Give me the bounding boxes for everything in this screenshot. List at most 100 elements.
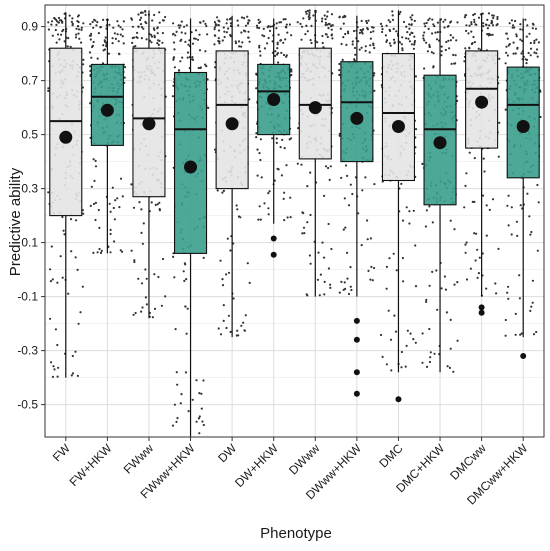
jitter-point [158,21,161,24]
x-tick-label: DMCww [447,441,489,483]
jitter-point [327,27,330,30]
jitter-point [392,252,395,255]
jitter-point [244,314,247,317]
y-tick-label: -0.5 [17,398,38,412]
x-tick-label: DWww [286,441,323,478]
jitter-point [117,40,120,43]
jitter-point [267,213,270,216]
jitter-point [309,39,312,42]
jitter-point [412,47,415,50]
jitter-point [109,232,112,236]
jitter-point [530,230,533,234]
jitter-point [392,38,396,41]
jitter-point [142,222,145,225]
jitter-point [222,189,225,192]
jitter-point [186,307,189,310]
jitter-point [229,22,232,25]
jitter-point [491,14,494,17]
jitter-point [162,19,165,22]
jitter-point [321,41,324,45]
jitter-point [445,311,448,314]
jitter-point [241,41,244,44]
jitter-point [531,27,534,30]
jitter-point [174,34,177,37]
jitter-point [261,34,264,37]
jitter-point [243,329,246,332]
jitter-point [353,58,356,61]
jitter-point [470,21,473,24]
jitter-point [454,54,457,57]
jitter-point [187,410,190,413]
jitter-point [156,42,159,45]
jitter-point [442,20,445,23]
jitter-point [286,216,289,219]
jitter-point [109,251,112,254]
jitter-point [247,19,250,22]
jitter-point [306,30,309,33]
jitter-point [489,33,492,37]
jitter-point [278,21,281,24]
jitter-point [57,366,60,369]
jitter-point [274,50,277,53]
jitter-point [450,62,453,65]
jitter-point [492,16,495,20]
jitter-point [379,333,383,337]
jitter-point [256,26,259,29]
jitter-point [132,45,135,48]
jitter-point [531,22,535,25]
jitter-point [246,262,249,265]
jitter-point [455,39,458,42]
jitter-point [80,28,83,31]
jitter-point [150,201,153,204]
jitter-point [435,269,438,272]
jitter-point [309,171,312,174]
jitter-point [197,66,200,70]
jitter-point [98,226,101,229]
jitter-point [57,16,61,20]
jitter-point [219,259,222,262]
jitter-point [269,25,272,28]
jitter-point [446,365,449,368]
jitter-point [452,36,455,39]
jitter-point [237,215,240,218]
jitter-point [206,33,209,36]
jitter-point [223,35,226,39]
outlier-point [353,369,360,376]
jitter-point [425,298,428,301]
jitter-point [423,22,426,25]
jitter-point [385,287,388,290]
jitter-point [141,242,144,245]
jitter-point [229,330,232,333]
jitter-point [483,170,486,173]
jitter-point [449,21,452,24]
jitter-point [327,166,330,170]
jitter-point [276,47,279,50]
panel-border [44,4,545,438]
jitter-point [285,23,288,26]
jitter-point [268,190,271,193]
jitter-point [312,14,315,17]
jitter-point [137,13,140,16]
jitter-point [76,268,79,271]
jitter-point [536,183,539,187]
jitter-point [473,12,476,16]
jitter-point [218,42,221,45]
jitter-point [158,201,161,204]
jitter-point [324,18,327,21]
jitter-point [494,282,497,285]
jitter-point [284,38,287,41]
jitter-point [518,274,521,277]
jitter-point [55,23,58,26]
jitter-point [408,27,411,30]
jitter-point [309,262,312,265]
jitter-point [213,28,216,31]
jitter-point [366,238,369,241]
jitter-point [395,30,398,33]
jitter-point [121,195,124,198]
jitter-point [369,31,372,34]
jitter-point [296,21,299,24]
jitter-point [496,17,499,21]
jitter-point [424,25,427,28]
jitter-point [275,22,278,25]
